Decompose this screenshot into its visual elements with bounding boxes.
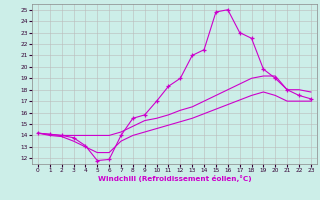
X-axis label: Windchill (Refroidissement éolien,°C): Windchill (Refroidissement éolien,°C) — [98, 175, 251, 182]
